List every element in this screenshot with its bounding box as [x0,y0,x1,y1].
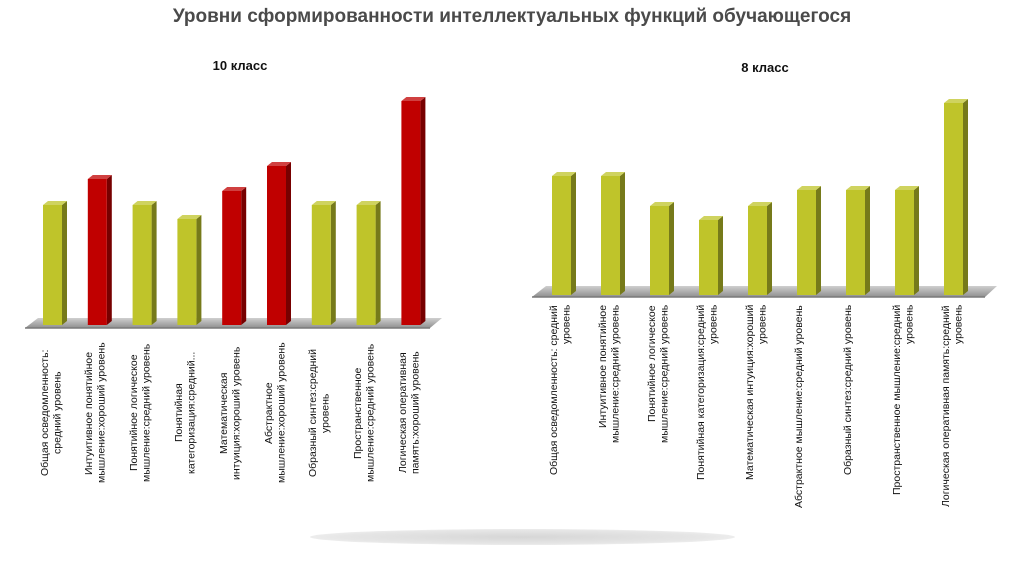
bar-side [330,201,336,325]
bar [311,205,331,325]
bar [132,205,152,325]
bar [401,101,421,325]
chart-title-8: 8 класс [741,60,789,75]
bar-side [286,162,291,325]
bar-top [267,162,291,166]
bar-side [914,186,919,295]
bar-side [151,201,157,325]
bar [267,166,286,325]
bar [177,219,197,325]
bar-side [865,186,870,295]
bar [87,179,107,325]
bar [699,220,718,295]
category-label: Интуитивное понятийное мышление:хороший … [83,342,108,484]
bar-side [816,186,821,295]
bar-side [767,202,772,295]
bar [43,205,62,325]
bar-top [401,97,426,101]
category-label: Логическая оперативная память:хороший ур… [396,351,422,475]
category-label: Образный синтез:средний уровень [307,349,332,477]
bar-side [196,215,202,325]
bar-side [669,202,674,295]
bar-side [571,172,576,295]
category-label: Логическая оперативная память:средний ур… [939,305,965,507]
category-label: Абстрактное мышление:средний уровень [792,305,805,508]
category-label: Математическая интуиция:хороший уровень [217,346,243,480]
bar-top [311,201,336,205]
bar-side [106,175,112,325]
bar-top [43,201,67,205]
bar-top [177,215,202,219]
bar [650,206,669,295]
bar-top [748,202,772,206]
bar-top [87,175,112,179]
bar-top [552,172,576,176]
bar-side [420,97,426,325]
bar-side [375,201,381,325]
category-label: Понятийное логическое мышление:средний у… [128,343,153,483]
bar-top [944,99,968,103]
bar [552,176,571,295]
category-label: Образный синтез:средний уровень [841,305,854,476]
category-label: Математическая интуиция:хороший уровень [743,305,769,481]
bar-top [222,187,247,191]
category-label: Понятийная категоризация:средний уровень [694,305,720,481]
category-label: Понятийная категоризация:средний... [172,351,198,475]
bar [356,205,376,325]
category-label: Общая осведомленность: средний уровень [547,305,573,475]
category-label: Пространственное мышление:средний уровен… [352,343,377,483]
category-label: Понятийное логическое мышление:средний у… [645,305,671,444]
bar-side [620,172,625,295]
bar-top [132,201,157,205]
category-label: Общая осведомленность: средний уровень [38,349,64,477]
chart-title-10: 10 класс [212,58,268,73]
bar-side [718,216,723,295]
category-label: Интуитивное понятийное мышление:средний … [596,305,622,444]
bar-top [846,186,870,190]
bar [797,190,816,295]
bar [944,103,963,295]
bar [222,191,242,325]
bar-side [241,187,247,325]
bar-side [963,99,968,295]
bar-top [650,202,674,206]
bar-top [601,172,625,176]
category-label: Абстрактное мышление:хороший уровень [262,342,288,484]
bar [748,206,767,295]
bar [846,190,865,295]
category-label: Пространственное мышление:средний уровен… [890,305,916,496]
bar-top [797,186,821,190]
bar [601,176,620,295]
bar-top [356,201,381,205]
bar [895,190,914,295]
floor-shadow [310,529,735,545]
bar-side [62,201,67,325]
bar-top [895,186,919,190]
slide-title: Уровни сформированности интеллектуальных… [172,6,852,27]
bar-top [699,216,723,220]
